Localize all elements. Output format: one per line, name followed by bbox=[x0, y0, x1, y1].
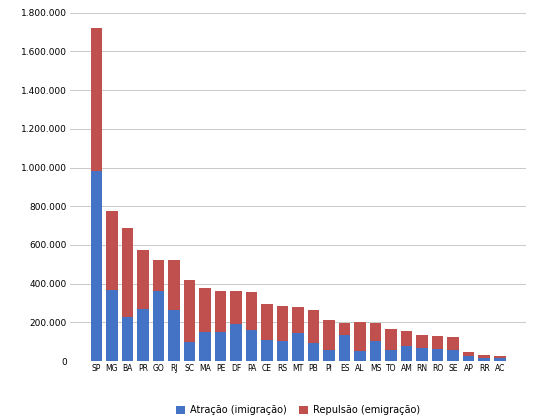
Bar bbox=[106, 289, 118, 361]
Bar bbox=[246, 330, 257, 361]
Bar bbox=[401, 331, 412, 346]
Bar bbox=[447, 337, 459, 349]
Bar bbox=[215, 332, 226, 361]
Bar bbox=[184, 280, 195, 342]
Bar bbox=[494, 358, 505, 361]
Bar bbox=[199, 288, 211, 332]
Bar bbox=[277, 306, 288, 341]
Bar bbox=[370, 341, 381, 361]
Bar bbox=[416, 348, 428, 361]
Bar bbox=[106, 211, 118, 289]
Bar bbox=[354, 351, 366, 361]
Bar bbox=[463, 352, 475, 356]
Bar bbox=[292, 333, 304, 361]
Bar bbox=[401, 346, 412, 361]
Bar bbox=[308, 310, 320, 343]
Bar bbox=[339, 323, 350, 335]
Bar bbox=[91, 28, 102, 171]
Bar bbox=[230, 291, 242, 324]
Bar bbox=[354, 323, 366, 351]
Bar bbox=[91, 171, 102, 361]
Bar bbox=[121, 317, 133, 361]
Bar bbox=[432, 349, 444, 361]
Bar bbox=[478, 355, 490, 358]
Bar bbox=[323, 349, 335, 361]
Bar bbox=[137, 250, 149, 309]
Bar bbox=[184, 342, 195, 361]
Bar bbox=[199, 332, 211, 361]
Bar bbox=[385, 329, 397, 349]
Bar bbox=[432, 336, 444, 349]
Bar bbox=[292, 307, 304, 333]
Bar bbox=[385, 349, 397, 361]
Bar bbox=[121, 228, 133, 317]
Bar bbox=[370, 323, 381, 341]
Bar bbox=[261, 304, 273, 340]
Bar bbox=[230, 324, 242, 361]
Bar bbox=[261, 340, 273, 361]
Bar bbox=[137, 309, 149, 361]
Bar bbox=[463, 356, 475, 361]
Bar bbox=[308, 343, 320, 361]
Legend: Atração (imigração), Repulsão (emigração): Atração (imigração), Repulsão (emigração… bbox=[172, 401, 424, 419]
Bar bbox=[153, 260, 164, 291]
Bar bbox=[478, 358, 490, 361]
Bar bbox=[339, 335, 350, 361]
Bar bbox=[168, 260, 180, 310]
Bar bbox=[215, 291, 226, 332]
Bar bbox=[168, 310, 180, 361]
Bar bbox=[447, 349, 459, 361]
Bar bbox=[323, 320, 335, 349]
Bar bbox=[494, 356, 505, 358]
Bar bbox=[416, 335, 428, 348]
Bar bbox=[153, 291, 164, 361]
Bar bbox=[246, 292, 257, 330]
Bar bbox=[277, 341, 288, 361]
